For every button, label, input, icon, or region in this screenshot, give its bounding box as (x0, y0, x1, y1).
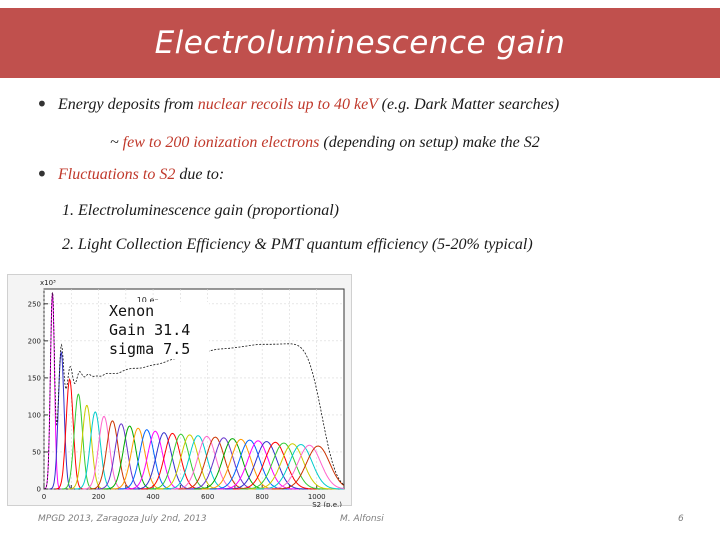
y-scale-label: x10³ (40, 279, 56, 287)
plot-annotation: Xenon Gain 31.4 sigma 7.5 (109, 302, 209, 359)
y-tick-label: 50 (32, 448, 41, 456)
footer-left: MPGD 2013, Zaragoza July 2nd, 2013 (38, 514, 207, 524)
slide-title: Electroluminescence gain (154, 25, 566, 61)
series-line (217, 440, 299, 490)
title-bar: Electroluminescence gain (0, 8, 720, 78)
list-item-el-gain: 1. Electroluminescence gain (proportiona… (62, 202, 339, 219)
series-line (248, 443, 337, 490)
bullet-highlight: few to 200 ionization electrons (122, 134, 320, 151)
bullet-text: Energy deposits from (58, 96, 198, 113)
x-tick-label: 1000 (308, 493, 326, 501)
bullet-text: ~ (110, 134, 123, 151)
bullet-dot: • (36, 162, 48, 186)
series-line (75, 411, 115, 490)
series-line (155, 434, 223, 490)
y-tick-label: 0 (37, 486, 41, 494)
bullet-text: (e.g. Dark Matter searches) (377, 96, 560, 113)
series-line (209, 439, 290, 490)
series-line (68, 404, 106, 490)
annotation-line: sigma 7.5 (109, 340, 191, 358)
series-line (140, 432, 204, 490)
series-line (103, 425, 155, 490)
bullet-highlight: nuclear recoils up to 40 keV (197, 96, 378, 113)
series-line (89, 420, 136, 490)
footer-slide-number: 6 (678, 514, 684, 524)
x-tick-label: 600 (201, 493, 214, 501)
bullet-energy-deposits: Energy deposits from nuclear recoils up … (58, 96, 559, 114)
x-tick-label: 0 (42, 493, 46, 501)
series-line (194, 438, 271, 490)
x-tick-label: 400 (146, 493, 159, 501)
bullet-ionization-electrons: ~ few to 200 ionization electrons (depen… (110, 134, 540, 152)
list-item-light-collection: 2. Light Collection Efficiency & PMT qua… (62, 236, 533, 253)
x-tick-label: 800 (255, 493, 268, 501)
series-line (118, 429, 175, 490)
series-line (148, 433, 214, 490)
y-tick-label: 100 (28, 411, 41, 419)
footer-center: M. Alfonsi (340, 514, 384, 524)
bullet-dot: • (36, 92, 48, 116)
series-line (82, 415, 126, 490)
series-line (201, 438, 280, 490)
series-line (111, 427, 165, 490)
y-tick-label: 150 (28, 374, 41, 382)
series-line (263, 444, 345, 490)
series-line (96, 423, 146, 490)
series-line (232, 441, 318, 490)
series-line (271, 445, 345, 490)
x-tick-label: 200 (92, 493, 105, 501)
series-line (224, 441, 308, 490)
series-line (163, 435, 233, 490)
bullet-fluctuations: Fluctuations to S2 due to: (58, 166, 224, 184)
bullet-highlight: Fluctuations to S2 (58, 166, 176, 183)
legend-label: 10 e⁻ (137, 296, 159, 305)
series-line (61, 393, 95, 490)
series-line (256, 444, 344, 490)
x-axis-label: S2 (p.e.) (312, 501, 342, 507)
y-tick-label: 200 (28, 337, 41, 345)
y-tick-label: 250 (28, 300, 41, 308)
bullet-text: (depending on setup) make the S2 (319, 134, 540, 151)
bullet-text: due to: (175, 166, 225, 183)
series-line (240, 442, 327, 490)
series-line (55, 378, 84, 490)
annotation-line: Gain 31.4 (109, 321, 191, 339)
annotation-line: Xenon (109, 302, 155, 320)
